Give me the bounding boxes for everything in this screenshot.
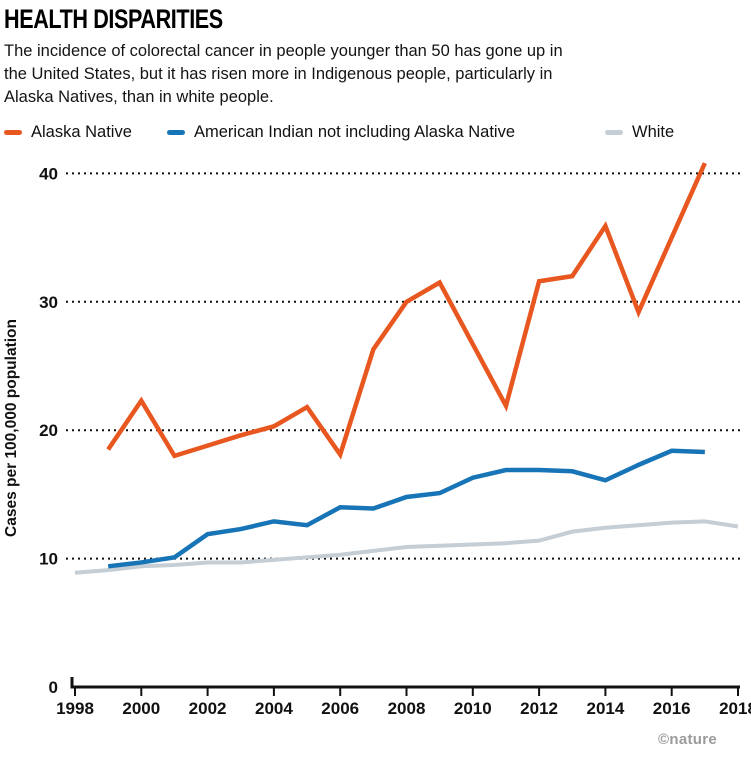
x-tick-label: 2008 bbox=[388, 699, 426, 718]
legend-line-swatch-icon bbox=[4, 129, 22, 135]
x-tick-label: 2004 bbox=[255, 699, 293, 718]
legend-item-american-indian: American Indian not including Alaska Nat… bbox=[167, 122, 515, 142]
series-line-american-indian-not-including-alaska-native bbox=[107, 448, 705, 569]
y-tick-label: 10 bbox=[39, 550, 58, 569]
subtitle-line: The incidence of colorectal cancer in pe… bbox=[4, 42, 563, 60]
legend-line-swatch-icon bbox=[167, 129, 185, 135]
legend-label: American Indian not including Alaska Nat… bbox=[194, 122, 516, 141]
x-tick-label: 1998 bbox=[56, 699, 94, 718]
series-line-white bbox=[74, 519, 739, 575]
y-axis-title: Cases per 100,000 population bbox=[3, 319, 20, 537]
legend-item-alaska-native: Alaska Native bbox=[4, 122, 132, 142]
legend-label: Alaska Native bbox=[31, 122, 132, 141]
legend-line-swatch-icon bbox=[605, 129, 623, 135]
x-tick-label: 2010 bbox=[454, 699, 492, 718]
legend-label: White bbox=[632, 122, 675, 141]
legend: Alaska Native American Indian not includ… bbox=[0, 122, 751, 142]
x-tick-label: 2012 bbox=[520, 699, 558, 718]
subtitle-line: the United States, but it has risen more… bbox=[4, 65, 553, 83]
subtitle-line: Alaska Natives, than in white people. bbox=[4, 88, 274, 106]
y-tick-label: 30 bbox=[39, 293, 58, 312]
chart-subtitle: The incidence of colorectal cancer in pe… bbox=[4, 40, 563, 109]
series-line-alaska-native bbox=[106, 162, 707, 460]
page-title: HEALTH DISPARITIES bbox=[4, 4, 223, 34]
x-tick-label: 2006 bbox=[321, 699, 359, 718]
y-tick-label: 20 bbox=[39, 421, 58, 440]
credit: ©nature bbox=[658, 731, 717, 748]
x-tick-label: 2000 bbox=[122, 699, 160, 718]
x-tick-label: 2014 bbox=[586, 699, 624, 718]
y-tick-label: 0 bbox=[49, 678, 58, 697]
legend-item-white: White bbox=[605, 122, 674, 142]
x-tick-label: 2016 bbox=[653, 699, 691, 718]
x-tick-label: 2002 bbox=[189, 699, 227, 718]
y-tick-label: 40 bbox=[39, 164, 58, 183]
x-tick-label: 2018 bbox=[719, 699, 751, 718]
line-chart: 0 10 20 30 40 Cases per 100,000 population 199… bbox=[3, 162, 751, 718]
